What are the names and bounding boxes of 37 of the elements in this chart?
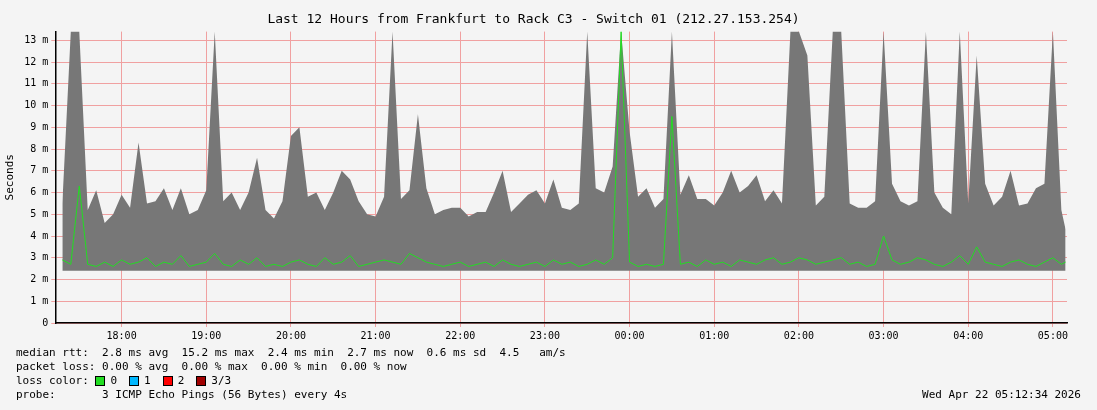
text: Wed Apr 22 05:12:34 2026 bbox=[922, 388, 1081, 402]
x-tick-label: 21:00 bbox=[360, 329, 391, 341]
y-tick-label: 2 m bbox=[30, 273, 49, 285]
x-tick-label: 23:00 bbox=[529, 329, 560, 341]
y-tick-label: 10 m bbox=[24, 99, 49, 111]
y-tick-label: 13 m bbox=[24, 33, 49, 45]
x-tick-label: 18:00 bbox=[106, 329, 137, 341]
x-tick-label: 04:00 bbox=[953, 329, 984, 341]
x-tick-label: 02:00 bbox=[783, 329, 814, 341]
legend-label: 1 bbox=[144, 374, 151, 388]
y-tick-label: 9 m bbox=[30, 120, 49, 132]
chart-title: Last 12 Hours from Frankfurt to Rack C3 - Switch 01 (212.27.153.254) bbox=[267, 11, 800, 27]
y-tick-label: 7 m bbox=[30, 164, 49, 176]
x-tick-label: 05:00 bbox=[1037, 329, 1068, 341]
y-tick-label: 6 m bbox=[30, 186, 49, 198]
legend-label: 0 bbox=[110, 374, 118, 388]
y-tick-label: 1 m bbox=[30, 294, 49, 306]
x-tick-label: 22:00 bbox=[445, 329, 476, 341]
legend-title: loss color: bbox=[16, 374, 89, 388]
x-tick-label: 01:00 bbox=[699, 329, 730, 341]
y-tick-label: 8 m bbox=[30, 142, 49, 154]
x-tick-label: 03:00 bbox=[868, 329, 899, 341]
text: packet loss: 0.00 % avg 0.00 % max 0.00 % min 0.00 % now bbox=[16, 360, 408, 374]
x-tick-label: 19:00 bbox=[191, 329, 222, 341]
x-tick-label: 20:00 bbox=[275, 329, 306, 341]
text: probe: 3 ICMP Echo Pings (56 Bytes) every 4s bbox=[16, 388, 348, 402]
y-tick-label: 11 m bbox=[24, 77, 49, 89]
y-axis-title: Seconds bbox=[3, 154, 17, 201]
y-tick-label: 12 m bbox=[24, 55, 49, 67]
legend-label: 3/3 bbox=[211, 374, 232, 388]
x-tick-label: 00:00 bbox=[614, 329, 645, 341]
y-tick-label: 3 m bbox=[30, 251, 49, 263]
y-tick-label: 4 m bbox=[30, 229, 49, 241]
text: median rtt: 2.8 ms avg 15.2 ms max 2.4 ms min 2.7 ms now 0.6 ms sd 4.5 am/s bbox=[16, 346, 567, 360]
legend-label: 2 bbox=[177, 374, 185, 388]
y-tick-label: 5 m bbox=[30, 207, 49, 219]
y-tick-label: 0 bbox=[42, 316, 49, 328]
